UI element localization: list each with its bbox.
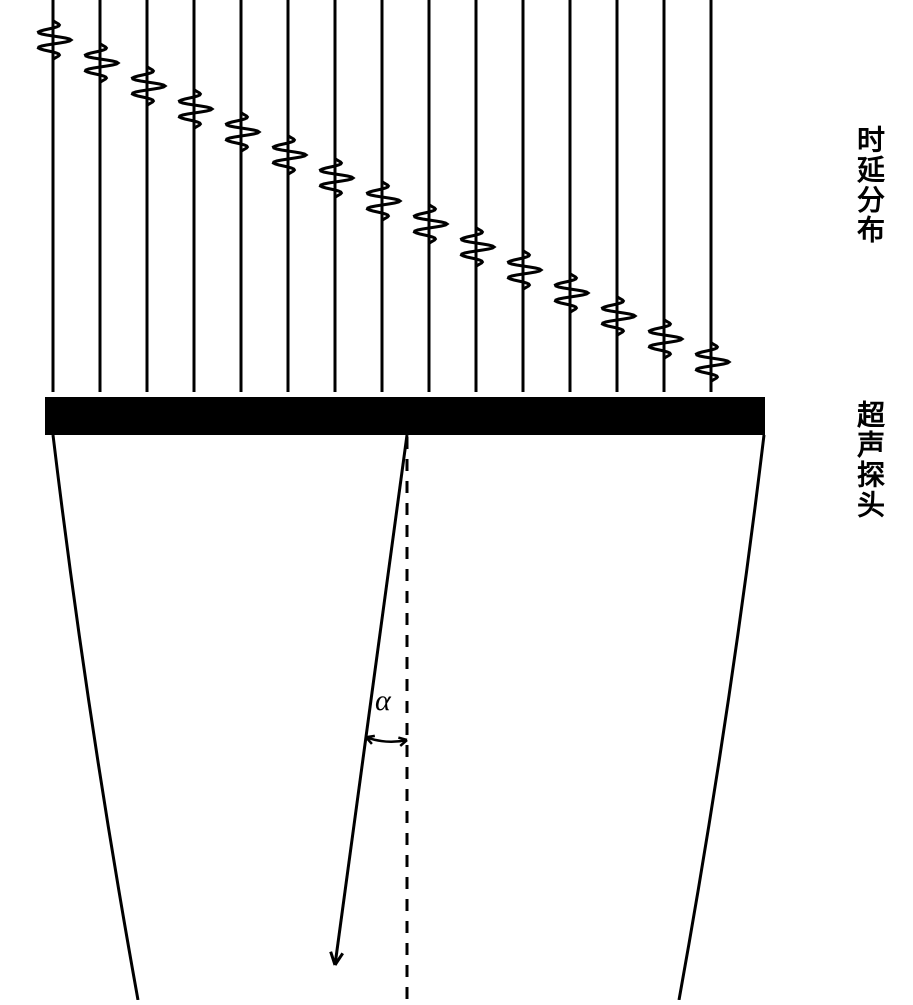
label-probe: 超声探头 bbox=[848, 400, 888, 520]
ultrasonic-diagram: α 时延分布 超声探头 bbox=[0, 0, 913, 1000]
label-time-delay: 时延分布 bbox=[848, 125, 888, 245]
svg-text:α: α bbox=[375, 684, 392, 717]
diagram-svg: α bbox=[0, 0, 913, 1000]
